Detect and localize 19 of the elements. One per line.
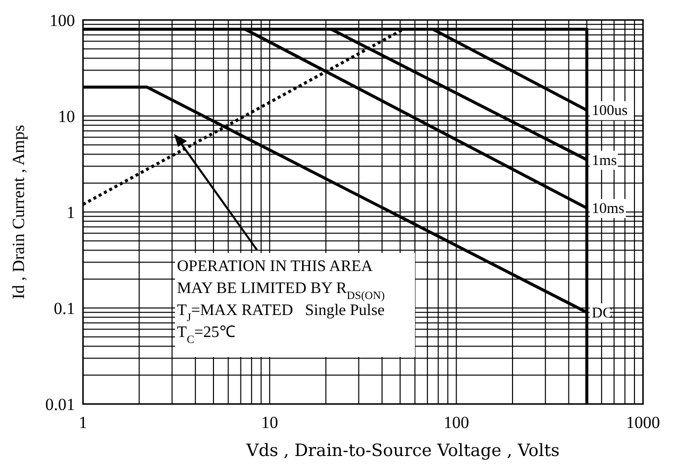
y-tick-label: 10: [58, 107, 75, 126]
y-tick-label: 1: [66, 203, 75, 222]
y-tick-label: 100: [50, 11, 75, 30]
series-label: 1ms: [592, 152, 617, 169]
x-tick-label: 1000: [626, 413, 660, 432]
x-tick-label: 100: [444, 413, 470, 432]
y-axis-title: Id , Drain Current , Amps: [9, 124, 28, 300]
annotation: Single Pulse: [305, 302, 385, 319]
series-label: DC: [592, 305, 613, 322]
series-label: 100us: [592, 103, 628, 120]
y-tick-label: 0.1: [54, 299, 75, 318]
annotation: T$_{J}$=MAX RATED: [177, 302, 294, 324]
series-label: 10ms: [592, 201, 624, 218]
x-axis-title: Vds , Drain-to-Source Voltage , Volts: [245, 441, 560, 461]
x-tick-label: 1: [78, 413, 88, 432]
annotation: OPERATION IN THIS AREA MAY BE LIMITED BY R$_{DS(ON)}$: [177, 258, 385, 302]
y-tick-label: 0.01: [45, 395, 75, 414]
annotation: T$_{C}$=25℃: [177, 324, 236, 346]
x-tick-label: 10: [261, 413, 278, 432]
